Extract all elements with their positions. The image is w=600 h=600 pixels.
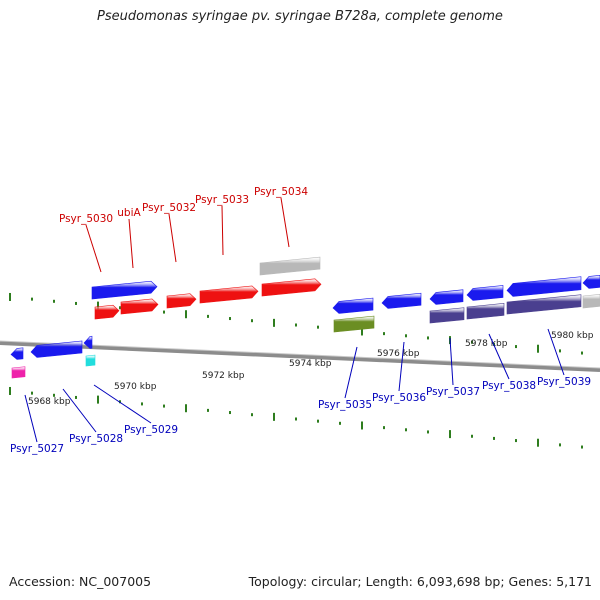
gene-block[interactable]	[10, 347, 24, 360]
label-leader-line	[93, 384, 152, 424]
gene-block[interactable]	[582, 294, 600, 309]
gene-block[interactable]	[83, 335, 93, 349]
gene-label-reverse[interactable]: Psyr_5039	[537, 376, 591, 388]
scale-label: 5976 kbp	[377, 349, 420, 359]
label-leader-line	[24, 394, 38, 443]
gene-block[interactable]	[261, 278, 322, 297]
gene-block[interactable]	[429, 289, 464, 305]
label-leader-line	[62, 388, 97, 433]
genome-backbone	[0, 341, 600, 372]
gene-block[interactable]	[30, 340, 83, 358]
topology-text: Topology: circular; Length: 6,093,698 bp…	[248, 574, 592, 589]
gene-label-forward[interactable]: Psyr_5033	[195, 194, 249, 206]
label-leader-line	[344, 346, 358, 399]
gene-label-reverse[interactable]: Psyr_5035	[318, 399, 372, 411]
gene-label-reverse[interactable]: Psyr_5038	[482, 380, 536, 392]
gene-block[interactable]	[429, 307, 465, 324]
scale-label: 5968 kbp	[28, 397, 71, 407]
gene-label-forward[interactable]: Psyr_5030	[59, 213, 113, 225]
label-leader-line	[85, 224, 102, 273]
gene-block[interactable]	[506, 276, 582, 297]
gene-label-forward[interactable]: Psyr_5034	[254, 186, 308, 198]
gene-label-reverse[interactable]: Psyr_5036	[372, 392, 426, 404]
label-leader-line	[280, 197, 290, 248]
genome-backbone-highlight	[0, 340, 600, 369]
scale-label: 5972 kbp	[202, 371, 245, 381]
gene-block[interactable]	[166, 293, 197, 309]
map-title: Pseudomonas syringae pv. syringae B728a,…	[97, 9, 503, 24]
gene-label-forward[interactable]: Psyr_5032	[142, 202, 196, 214]
gene-block[interactable]	[91, 280, 158, 300]
gene-block[interactable]	[259, 256, 321, 276]
gene-label-reverse[interactable]: Psyr_5028	[69, 433, 123, 445]
gene-label-reverse[interactable]: Psyr_5037	[426, 386, 480, 398]
gene-label-reverse[interactable]: Psyr_5027	[10, 443, 64, 455]
gene-block[interactable]	[85, 354, 96, 367]
gene-block[interactable]	[466, 303, 505, 320]
label-leader-line	[449, 337, 454, 386]
scale-label: 5980 kbp	[551, 331, 594, 341]
gene-block[interactable]	[332, 297, 374, 314]
gene-block[interactable]	[333, 315, 375, 333]
scale-label: 5974 kbp	[289, 359, 332, 369]
scale-label: 5970 kbp	[114, 382, 157, 392]
scale-label: 5978 kbp	[465, 339, 508, 349]
label-leader-line	[128, 218, 134, 269]
label-leader-line	[488, 333, 510, 380]
gene-block[interactable]	[120, 298, 159, 315]
label-leader-line	[221, 205, 224, 256]
gene-label-forward[interactable]: ubiA	[117, 207, 141, 219]
label-leader-line	[398, 341, 405, 392]
gene-block[interactable]	[582, 275, 600, 289]
label-leader-line	[168, 213, 177, 263]
gene-block[interactable]	[199, 285, 259, 304]
accession-text: Accession: NC_007005	[9, 574, 152, 589]
gene-label-reverse[interactable]: Psyr_5029	[124, 424, 178, 436]
gene-block[interactable]	[381, 292, 422, 309]
gene-block[interactable]	[94, 304, 120, 320]
gene-block[interactable]	[506, 294, 582, 315]
gene-block[interactable]	[11, 366, 26, 379]
label-leader-line	[547, 328, 565, 376]
gene-block[interactable]	[466, 285, 504, 301]
